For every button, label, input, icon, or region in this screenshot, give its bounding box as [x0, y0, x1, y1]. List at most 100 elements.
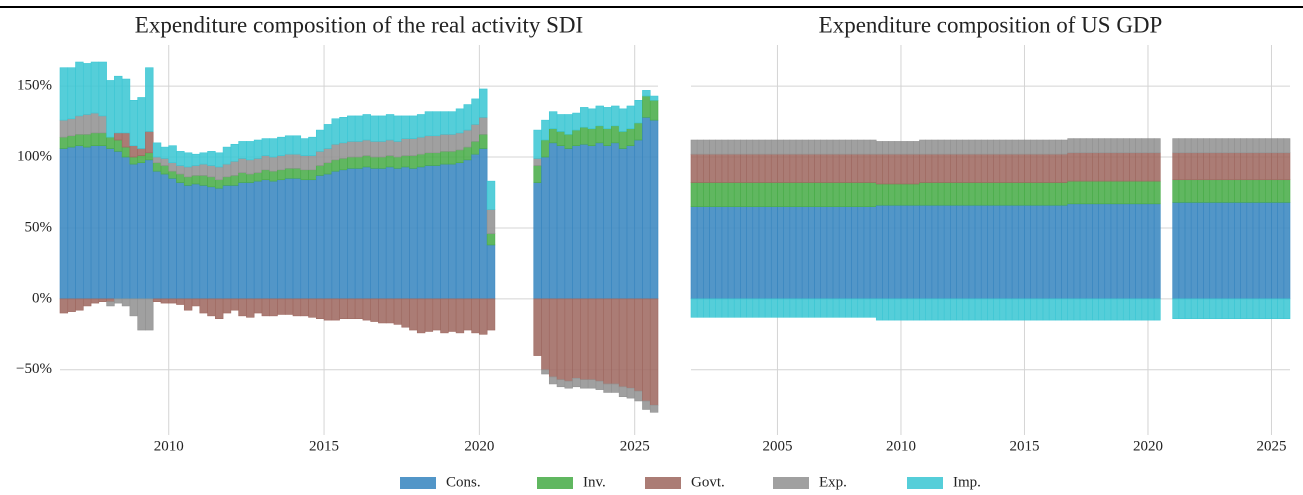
- bar-segment: [455, 162, 465, 300]
- bar-segment: [370, 298, 379, 322]
- bar-segment: [789, 153, 797, 183]
- bar-segment: [882, 298, 889, 321]
- bar-segment: [1277, 298, 1285, 320]
- bar-segment: [1067, 152, 1075, 182]
- bar-segment: [832, 153, 840, 183]
- bar-segment: [1085, 298, 1093, 321]
- bar-segment: [634, 390, 643, 402]
- bar-segment: [416, 298, 426, 334]
- bar-segment: [572, 145, 581, 300]
- bar-segment: [238, 158, 247, 173]
- bar-segment: [409, 115, 418, 139]
- bar-segment: [277, 179, 286, 300]
- bar-segment: [727, 182, 735, 207]
- bar-segment: [919, 153, 926, 183]
- bar-segment: [931, 139, 939, 155]
- bar-segment: [1085, 180, 1093, 205]
- bar-segment: [129, 163, 138, 300]
- legend-item: Govt.: [645, 474, 725, 490]
- x-tick-label: 2025: [1256, 438, 1286, 454]
- bar-segment: [906, 298, 914, 321]
- bar-segment: [339, 298, 348, 320]
- bar-segment: [1085, 152, 1093, 182]
- bar-segment: [943, 153, 951, 183]
- bar-segment: [261, 169, 270, 181]
- bar-segment: [300, 155, 309, 171]
- bar-segment: [919, 182, 926, 206]
- bar-segment: [1110, 298, 1118, 321]
- bar-segment: [82, 298, 92, 307]
- bar-segment: [1221, 138, 1229, 154]
- x-tick-label: 2020: [1133, 438, 1163, 454]
- bar-segment: [580, 298, 589, 380]
- bar-segment: [432, 152, 441, 166]
- bar-segment: [548, 376, 558, 385]
- bar-segment: [323, 173, 333, 300]
- bar-segment: [1264, 152, 1272, 181]
- bar-segment: [1178, 202, 1186, 300]
- bar-segment: [1036, 298, 1044, 321]
- bar-segment: [572, 377, 581, 388]
- bar-segment: [1277, 179, 1285, 203]
- bar-segment: [962, 139, 970, 155]
- bar-segment: [479, 88, 488, 118]
- bar-segment: [106, 298, 115, 302]
- bar-segment: [222, 163, 232, 178]
- bar-segment: [993, 182, 1001, 206]
- bar-segment: [740, 139, 747, 155]
- bar-segment: [533, 129, 542, 159]
- bar-segment: [1030, 298, 1038, 321]
- bar-segment: [1011, 204, 1019, 300]
- bar-segment: [1147, 180, 1155, 205]
- bar-segment: [968, 139, 976, 155]
- bar-segment: [448, 298, 457, 332]
- bar-segment: [1234, 152, 1241, 181]
- bar-segment: [1104, 298, 1112, 321]
- bar-segment: [642, 400, 651, 410]
- bar-segment: [1104, 203, 1112, 300]
- bar-segment: [564, 114, 573, 135]
- bar-segment: [943, 298, 951, 321]
- bar-segment: [548, 142, 558, 300]
- bar-segment: [98, 298, 107, 302]
- bar-segment: [611, 383, 620, 393]
- bar-segment: [1227, 298, 1235, 320]
- bar-segment: [1030, 182, 1038, 206]
- bar-segment: [1073, 152, 1081, 182]
- bar-segment: [315, 175, 325, 300]
- bar-segment: [347, 141, 356, 158]
- bar-segment: [709, 182, 717, 207]
- bar-segment: [176, 182, 185, 300]
- bar-segment: [114, 151, 123, 300]
- bar-segment: [1073, 138, 1081, 154]
- bar-segment: [1024, 139, 1031, 155]
- bar-segment: [1061, 139, 1068, 155]
- bar-segment: [1190, 202, 1198, 300]
- bar-segment: [1221, 179, 1229, 203]
- bar-segment: [1209, 179, 1217, 203]
- bar-segment: [826, 206, 834, 300]
- bar-segment: [715, 139, 723, 155]
- bar-segment: [222, 298, 232, 314]
- bar-segment: [795, 182, 803, 207]
- bar-segment: [1079, 152, 1087, 182]
- bar-segment: [1264, 179, 1272, 203]
- bar-segment: [962, 182, 970, 206]
- bar-segment: [261, 138, 270, 156]
- bar-segment: [783, 139, 791, 155]
- bar-segment: [1203, 202, 1211, 300]
- bar-segment: [808, 182, 815, 207]
- bar-segment: [1042, 139, 1050, 155]
- bar-segment: [649, 119, 659, 300]
- bar-segment: [696, 139, 704, 155]
- bar-segment: [931, 204, 939, 300]
- bar-segment: [1234, 202, 1241, 300]
- bar-segment: [937, 204, 945, 300]
- bar-segment: [1135, 180, 1143, 205]
- bar-segment: [1011, 298, 1019, 321]
- bar-segment: [851, 182, 859, 207]
- bar-segment: [1240, 202, 1248, 300]
- bar-segment: [1258, 138, 1266, 154]
- legend-swatch: [537, 477, 573, 489]
- bar-segment: [894, 183, 902, 206]
